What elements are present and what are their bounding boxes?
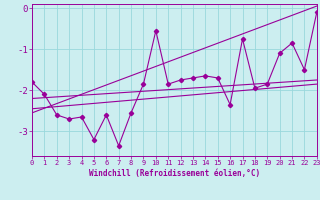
X-axis label: Windchill (Refroidissement éolien,°C): Windchill (Refroidissement éolien,°C) [89, 169, 260, 178]
